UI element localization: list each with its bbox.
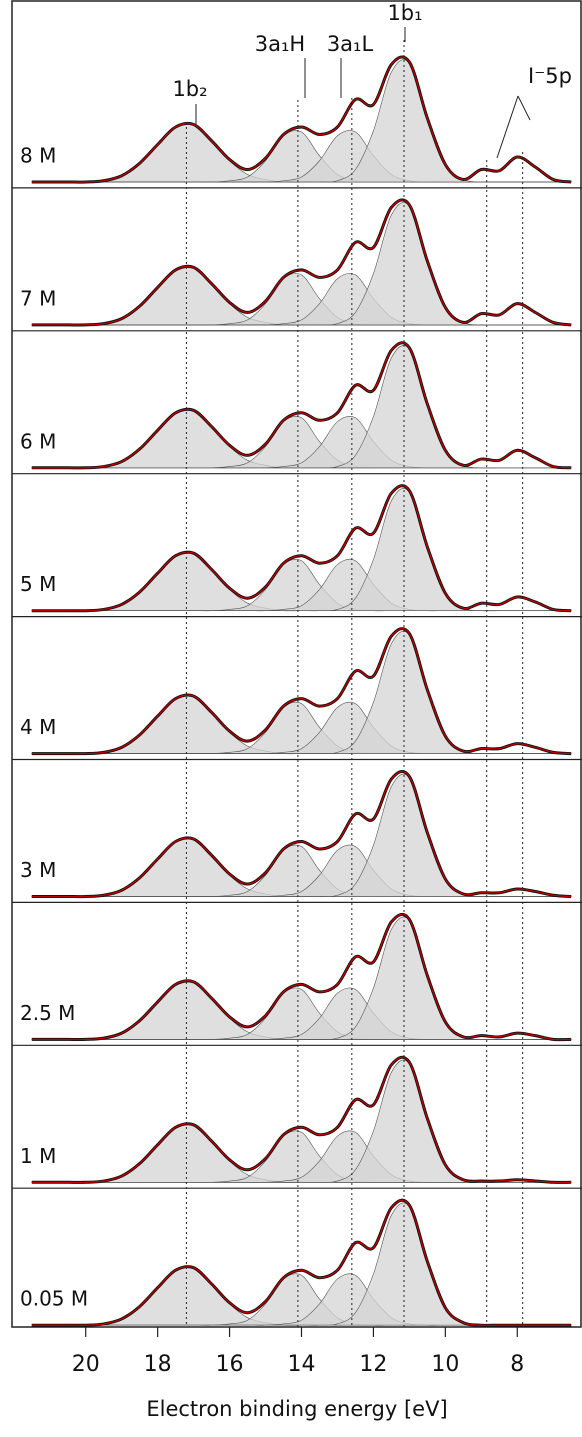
peak-annotation: 1b₂ xyxy=(172,77,207,101)
component-peak xyxy=(31,844,572,897)
component-peak xyxy=(31,130,572,183)
concentration-label: 1 M xyxy=(20,1144,56,1168)
x-tick-label: 10 xyxy=(431,1352,459,1377)
spectrum-fit xyxy=(31,56,572,183)
spectrum-fit xyxy=(31,1199,572,1327)
spectrum-fit xyxy=(31,342,572,469)
x-tick-label: 12 xyxy=(359,1352,387,1377)
component-peak xyxy=(31,916,572,1040)
component-peak xyxy=(31,59,572,183)
component-peak xyxy=(31,488,572,612)
component-peak xyxy=(31,273,572,326)
component-peak xyxy=(31,701,572,754)
peak-annotation: 3a₁L xyxy=(327,32,374,56)
component-peak xyxy=(31,630,572,755)
concentration-label: 8 M xyxy=(20,144,56,168)
concentration-label: 6 M xyxy=(20,429,56,453)
concentration-label: 2.5 M xyxy=(20,1001,75,1025)
component-peak xyxy=(31,1273,572,1326)
peak-annotation: 3a₁H xyxy=(255,32,305,56)
spectrum-fit xyxy=(31,1056,572,1184)
concentration-label: 4 M xyxy=(20,715,56,739)
x-tick-label: 20 xyxy=(72,1352,100,1377)
x-tick-label: 16 xyxy=(216,1352,244,1377)
x-tick-label: 8 xyxy=(510,1352,524,1377)
plot-frame xyxy=(11,0,582,1328)
annotation-pointer xyxy=(496,95,519,159)
component-peak xyxy=(31,773,572,897)
component-peak xyxy=(31,987,572,1040)
spectrum-fit xyxy=(31,913,572,1041)
component-peak xyxy=(31,1130,572,1183)
concentration-label: 0.05 M xyxy=(20,1287,88,1311)
concentration-label: 3 M xyxy=(20,858,56,882)
concentration-label: 7 M xyxy=(20,286,56,310)
annotation-pointer xyxy=(517,95,531,121)
component-peak xyxy=(31,345,572,469)
x-axis-label: Electron binding energy [eV] xyxy=(146,1397,447,1421)
component-peak xyxy=(31,202,572,326)
spectrum-fit xyxy=(31,485,572,612)
spectrum-fit xyxy=(31,627,572,755)
peak-annotation: I⁻5p xyxy=(528,64,572,88)
x-tick-label: 18 xyxy=(144,1352,172,1377)
spectrum-fit xyxy=(31,770,572,898)
peak-annotation: 1b₁ xyxy=(387,1,422,25)
concentration-label: 5 M xyxy=(20,572,56,596)
x-tick-label: 14 xyxy=(287,1352,315,1377)
spectrum-fit xyxy=(31,199,572,326)
